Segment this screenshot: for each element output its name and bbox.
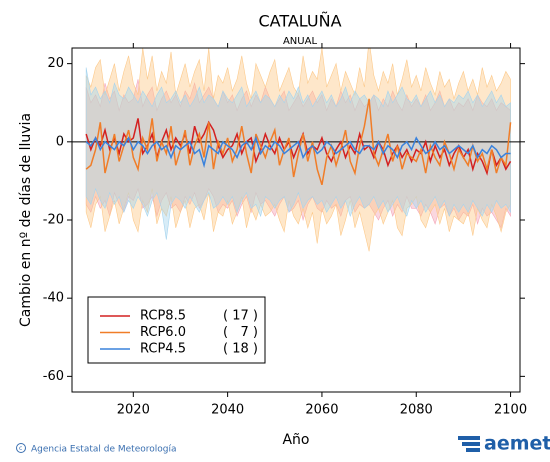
logo-text: aemet <box>484 433 550 455</box>
x-tick-label: 2060 <box>305 403 338 418</box>
x-tick-label: 2080 <box>400 403 433 418</box>
series-line <box>85 135 511 169</box>
legend: RCP8.5 ( 17 ) RCP6.0 ( 7 ) RCP4.5 ( 18 ) <box>87 296 266 364</box>
y-tick-label: -40 <box>43 291 64 306</box>
legend-box <box>87 296 266 364</box>
y-axis-label: Cambio en nº de días de lluvia <box>18 113 34 327</box>
x-tick-label: 2100 <box>494 403 527 418</box>
footer-source: c Agencia Estatal de Meteorología <box>16 443 177 455</box>
x-tick-label: 2040 <box>211 403 244 418</box>
logo-stripe <box>466 448 480 452</box>
y-tick-label: -20 <box>43 213 64 228</box>
legend-count: ( 18 ) <box>223 342 258 357</box>
logo: aemet <box>458 433 550 455</box>
y-tick-label: -60 <box>43 369 64 384</box>
series-line <box>85 98 512 186</box>
legend-count: ( 7 ) <box>223 325 258 340</box>
source-text: Agencia Estatal de Meteorología <box>31 445 177 455</box>
y-tick-label: 0 <box>56 134 64 149</box>
plot-area <box>72 48 520 252</box>
y-tick-label: 20 <box>47 56 64 71</box>
legend-count: ( 17 ) <box>223 309 258 324</box>
logo-stripe <box>458 436 480 440</box>
chart-title: CATALUÑA <box>258 12 341 31</box>
legend-label: RCP8.5 <box>140 309 186 324</box>
logo-stripe <box>462 442 480 446</box>
copyright-icon <box>16 443 26 453</box>
chart-subtitle: ANUAL <box>283 36 317 47</box>
legend-label: RCP4.5 <box>140 342 186 357</box>
x-axis-label: Año <box>282 432 309 448</box>
copyright-mark: c <box>19 445 22 452</box>
legend-label: RCP6.0 <box>140 325 186 340</box>
x-tick-label: 2020 <box>117 403 150 418</box>
